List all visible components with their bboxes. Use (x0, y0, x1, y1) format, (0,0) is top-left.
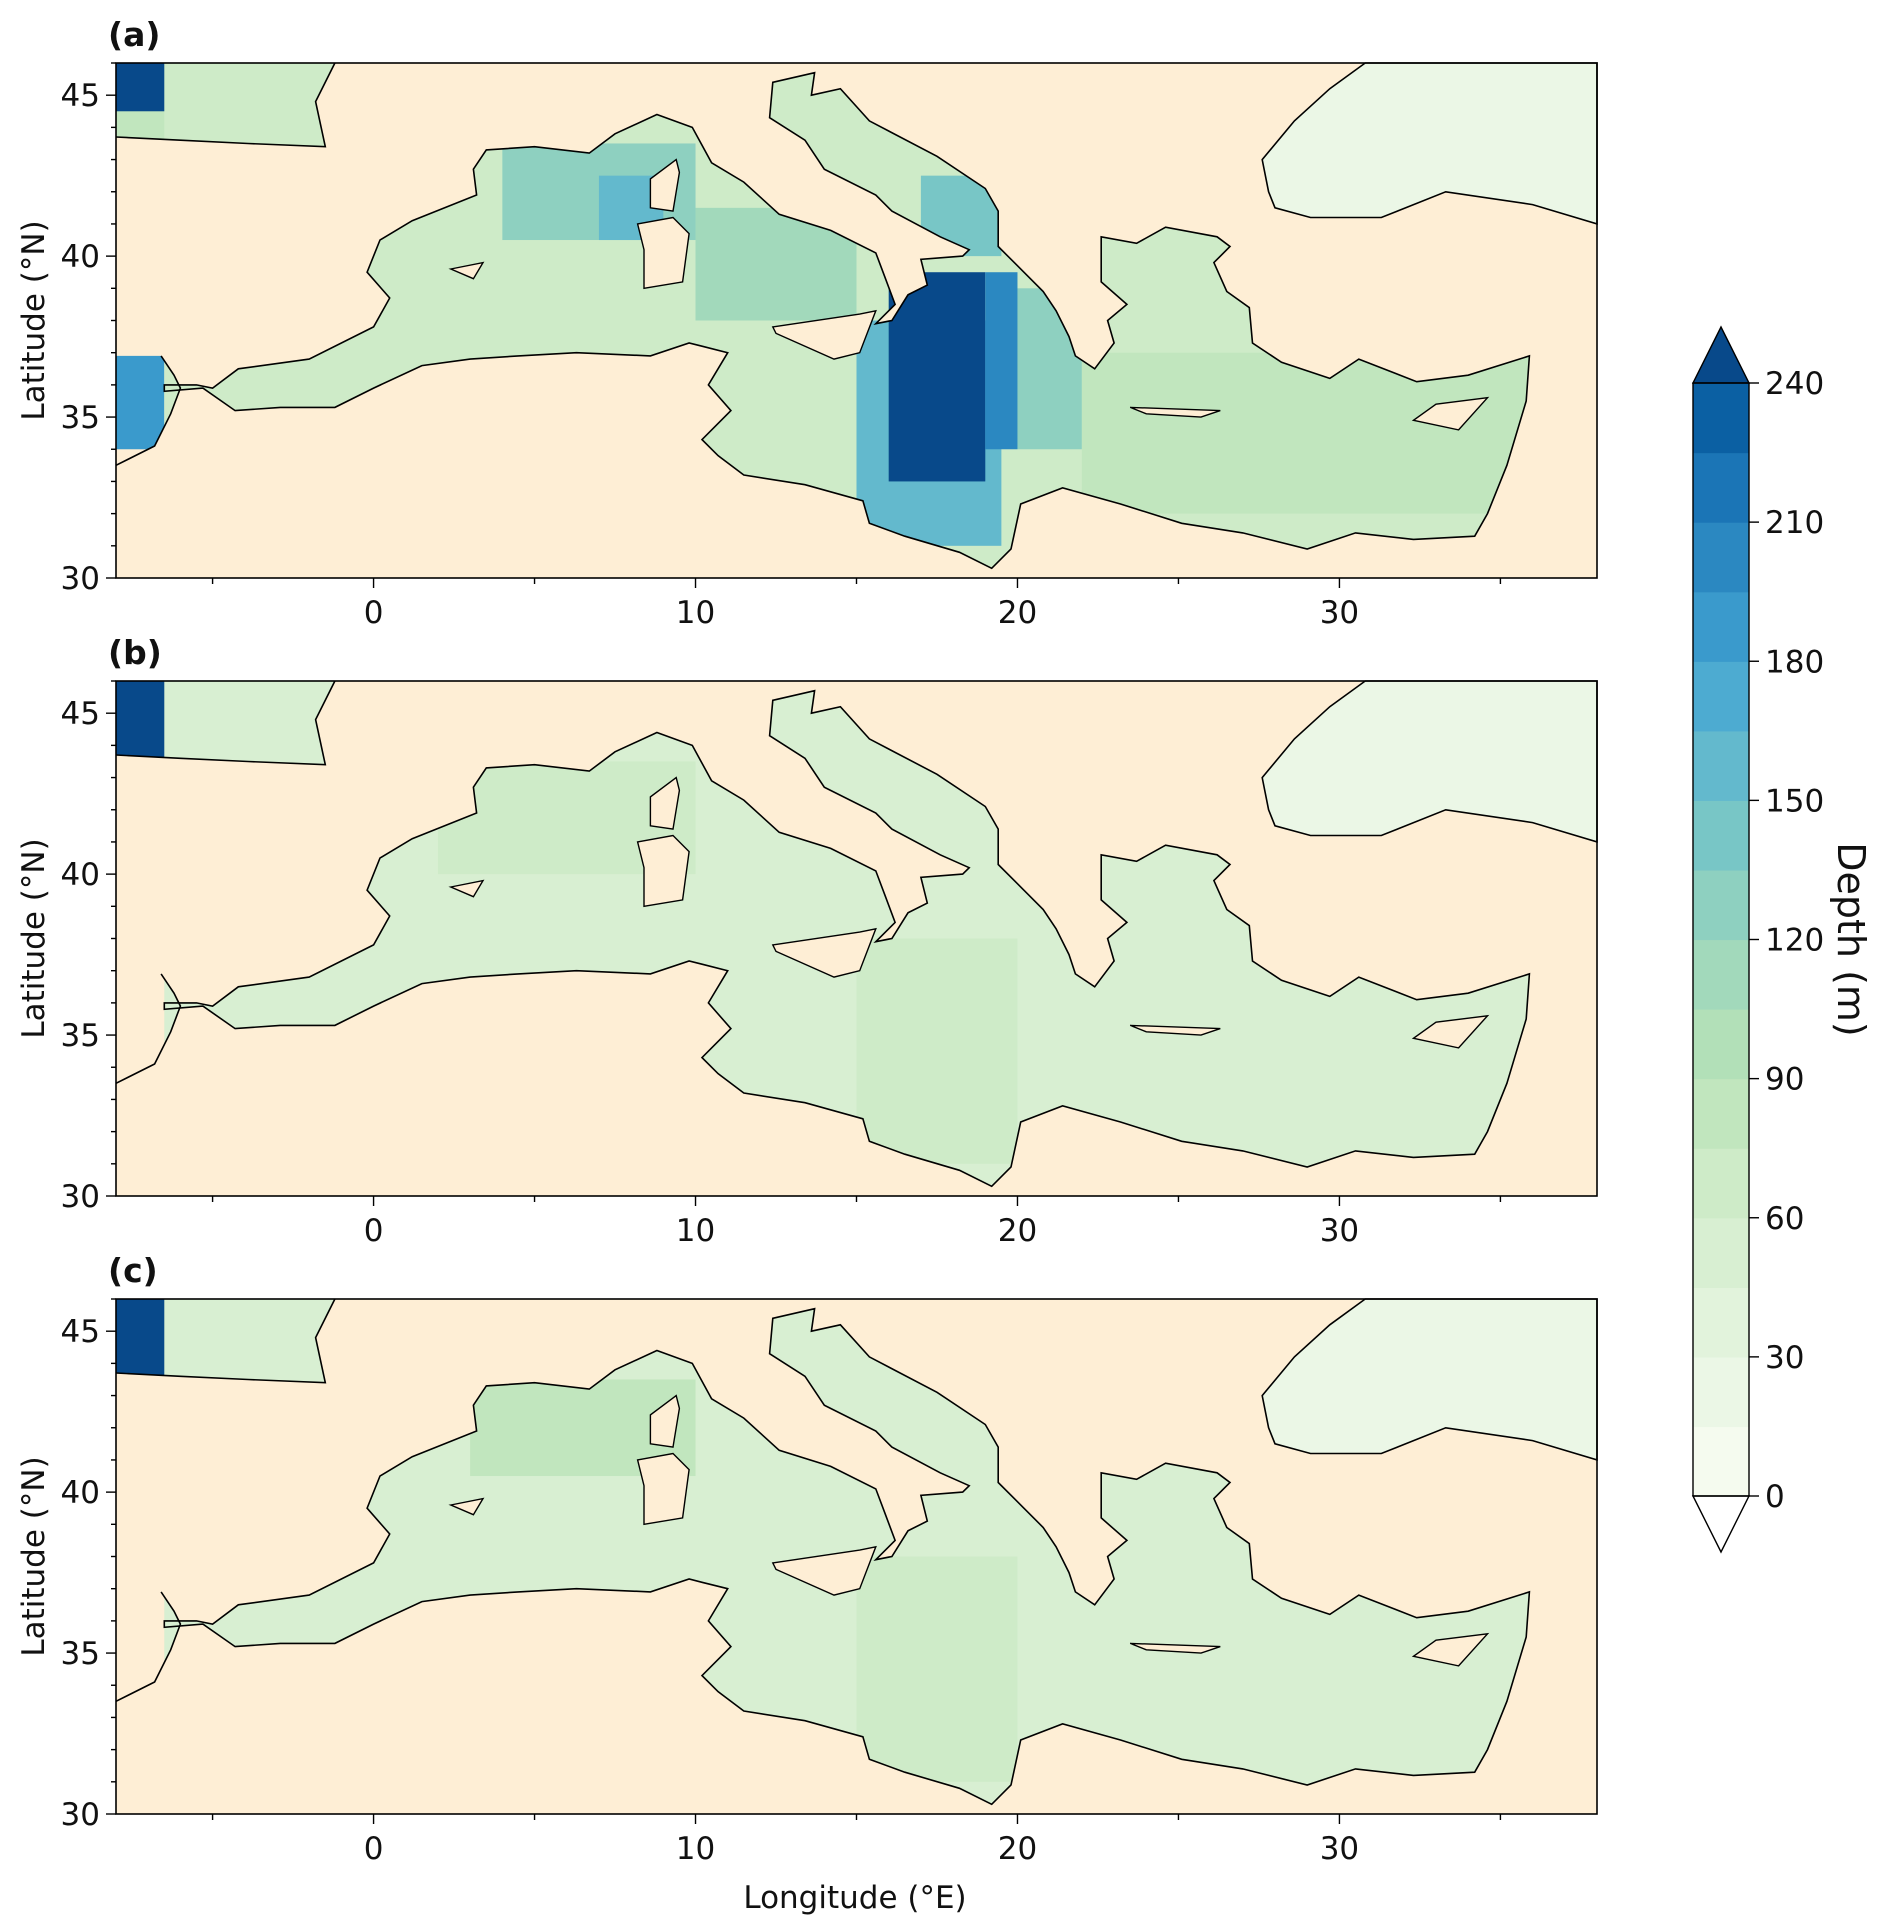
colorbar-tick-label: 240 (1765, 366, 1824, 402)
x-tick-label: 30 (1320, 595, 1359, 631)
depth-cell (1081, 352, 1533, 514)
island (649, 158, 681, 212)
colorbar-tick-label: 180 (1765, 644, 1824, 680)
y-tick-label: 40 (61, 1475, 100, 1511)
x-tick-label: 0 (364, 1831, 384, 1867)
island (1129, 406, 1221, 418)
y-tick-label: 45 (61, 696, 100, 732)
y-tick-label: 40 (61, 857, 100, 893)
colorbar-bin (1693, 1148, 1749, 1219)
y-tick-label: 45 (61, 1314, 100, 1350)
map-panel: 0 10 20 30 30 35 40 45 Latitude (°N) (a) (16, 15, 1598, 631)
y-tick-label: 30 (61, 1179, 100, 1215)
colorbar-bin (1693, 939, 1749, 1010)
colorbar-bin (1693, 730, 1749, 801)
island (448, 261, 485, 280)
x-tick-label: 0 (364, 595, 384, 631)
colorbar-bin (1693, 800, 1749, 871)
y-axis-title: Latitude (°N) (16, 220, 52, 420)
island (771, 927, 877, 978)
island (1411, 1632, 1490, 1667)
panel-label: (a) (108, 15, 160, 54)
island (771, 309, 877, 360)
depth-cell (985, 272, 1018, 450)
panel-label: (b) (108, 633, 162, 672)
depth-cell (856, 938, 1018, 1164)
depth-cell (856, 1556, 1018, 1782)
y-tick-label: 35 (61, 1018, 100, 1054)
colorbar-extend-max (1691, 325, 1751, 384)
colorbar-tick-label: 90 (1765, 1062, 1804, 1098)
y-axis-title: Latitude (°N) (16, 1456, 52, 1656)
colorbar-tick-label: 60 (1765, 1201, 1804, 1237)
x-tick-label: 10 (676, 1831, 715, 1867)
island (1411, 1014, 1490, 1049)
x-tick-label: 30 (1320, 1213, 1359, 1249)
colorbar-tick-label: 150 (1765, 783, 1824, 819)
island (636, 834, 690, 908)
colorbar: 0 30 60 90 120 150 180 210 240 Depth (m) (1691, 325, 1873, 1554)
colorbar-tick-label: 120 (1765, 923, 1824, 959)
colorbar-bin (1693, 1217, 1749, 1288)
colorbar-bin (1693, 869, 1749, 941)
y-tick-label: 30 (61, 561, 100, 597)
y-tick-label: 35 (61, 1636, 100, 1672)
depth-cell (888, 272, 986, 482)
island (448, 1497, 485, 1516)
x-tick-label: 20 (998, 1831, 1037, 1867)
colorbar-tick-label: 0 (1765, 1479, 1785, 1515)
colorbar-bin (1693, 452, 1749, 523)
colorbar-bin (1693, 383, 1749, 454)
island (636, 1452, 690, 1526)
y-tick-label: 35 (61, 400, 100, 436)
colorbar-bin (1693, 1426, 1749, 1497)
map-panel: 0 10 20 30 30 35 40 45 Latitude (°N) (c) (16, 1251, 1598, 1867)
x-axis-title: Longitude (°E) (743, 1880, 966, 1916)
island (636, 216, 690, 290)
colorbar-bin (1693, 1287, 1749, 1358)
x-tick-label: 20 (998, 595, 1037, 631)
island (1129, 1642, 1221, 1654)
colorbar-title: Depth (m) (1829, 842, 1873, 1037)
y-tick-label: 40 (61, 239, 100, 275)
island (649, 1394, 681, 1448)
colorbar-bin (1693, 1356, 1749, 1428)
x-tick-label: 20 (998, 1213, 1037, 1249)
island (448, 879, 485, 898)
island (1129, 1024, 1221, 1036)
panel-label: (c) (108, 1251, 158, 1290)
depth-cell (116, 352, 165, 450)
map-panel: 0 10 20 30 30 35 40 45 Latitude (°N) (b) (16, 633, 1598, 1249)
colorbar-bin (1693, 661, 1749, 732)
island (649, 776, 681, 830)
y-tick-label: 45 (61, 78, 100, 114)
y-tick-label: 30 (61, 1797, 100, 1833)
island (1411, 396, 1490, 431)
colorbar-bin (1693, 1009, 1749, 1080)
colorbar-bin (1693, 1078, 1749, 1149)
x-tick-label: 0 (364, 1213, 384, 1249)
colorbar-bin (1693, 591, 1749, 662)
island (771, 1545, 877, 1596)
colorbar-tick-label: 30 (1765, 1340, 1804, 1376)
x-tick-label: 10 (676, 1213, 715, 1249)
colorbar-bin (1693, 522, 1749, 593)
x-tick-label: 30 (1320, 1831, 1359, 1867)
y-axis-title: Latitude (°N) (16, 838, 52, 1038)
colorbar-extend-min (1691, 1495, 1751, 1554)
colorbar-tick-label: 210 (1765, 505, 1824, 541)
x-tick-label: 10 (676, 595, 715, 631)
